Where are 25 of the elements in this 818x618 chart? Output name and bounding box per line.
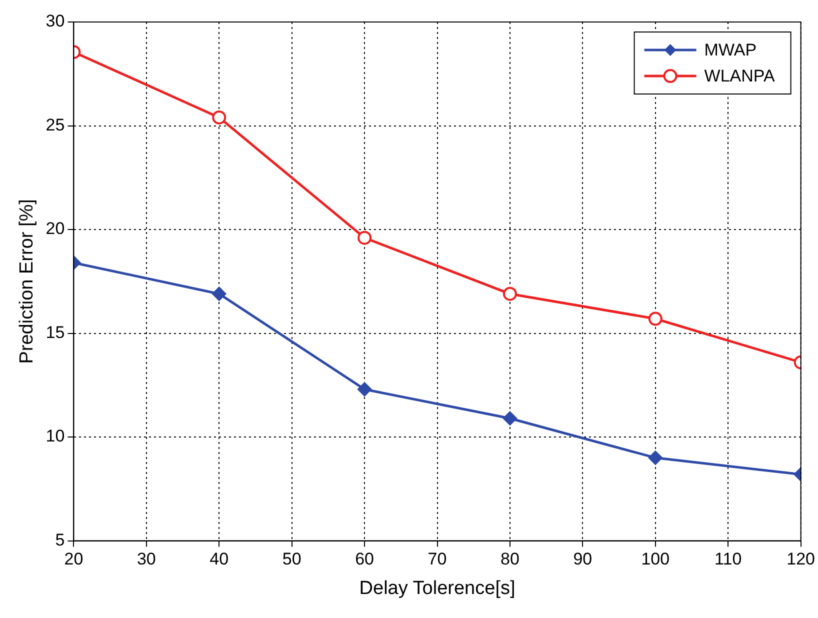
y-tick-label: 20 — [46, 219, 65, 238]
y-tick-label: 5 — [55, 530, 65, 550]
y-tick-label: 30 — [46, 12, 65, 31]
x-tick-label: 90 — [573, 550, 592, 569]
legend-label: WLANPA — [704, 66, 776, 86]
x-tick-label: 70 — [428, 550, 447, 569]
point — [502, 411, 517, 426]
point — [502, 286, 517, 301]
legend-label: MWAP — [704, 40, 757, 60]
x-tick-label: 120 — [786, 550, 816, 569]
x-tick-label: 80 — [500, 550, 520, 569]
y-tick-label: 15 — [46, 322, 65, 342]
x-tick-label: 100 — [641, 550, 670, 569]
x-tick-label: 110 — [714, 550, 742, 569]
y-tick-label: 25 — [46, 115, 65, 134]
y-tick-label: 10 — [46, 426, 65, 446]
x-tick-label: 20 — [64, 550, 84, 569]
x-tick-label: 40 — [210, 550, 229, 569]
y-axis-title: Prediction Error [%] — [16, 199, 38, 364]
point — [358, 382, 372, 396]
x-tick-label: 50 — [282, 550, 302, 569]
x-tick-label: 30 — [136, 550, 156, 569]
x-tick-label: 60 — [355, 550, 374, 569]
point — [358, 230, 372, 245]
x-axis-title: Delay Tolerence[s] — [359, 578, 516, 599]
